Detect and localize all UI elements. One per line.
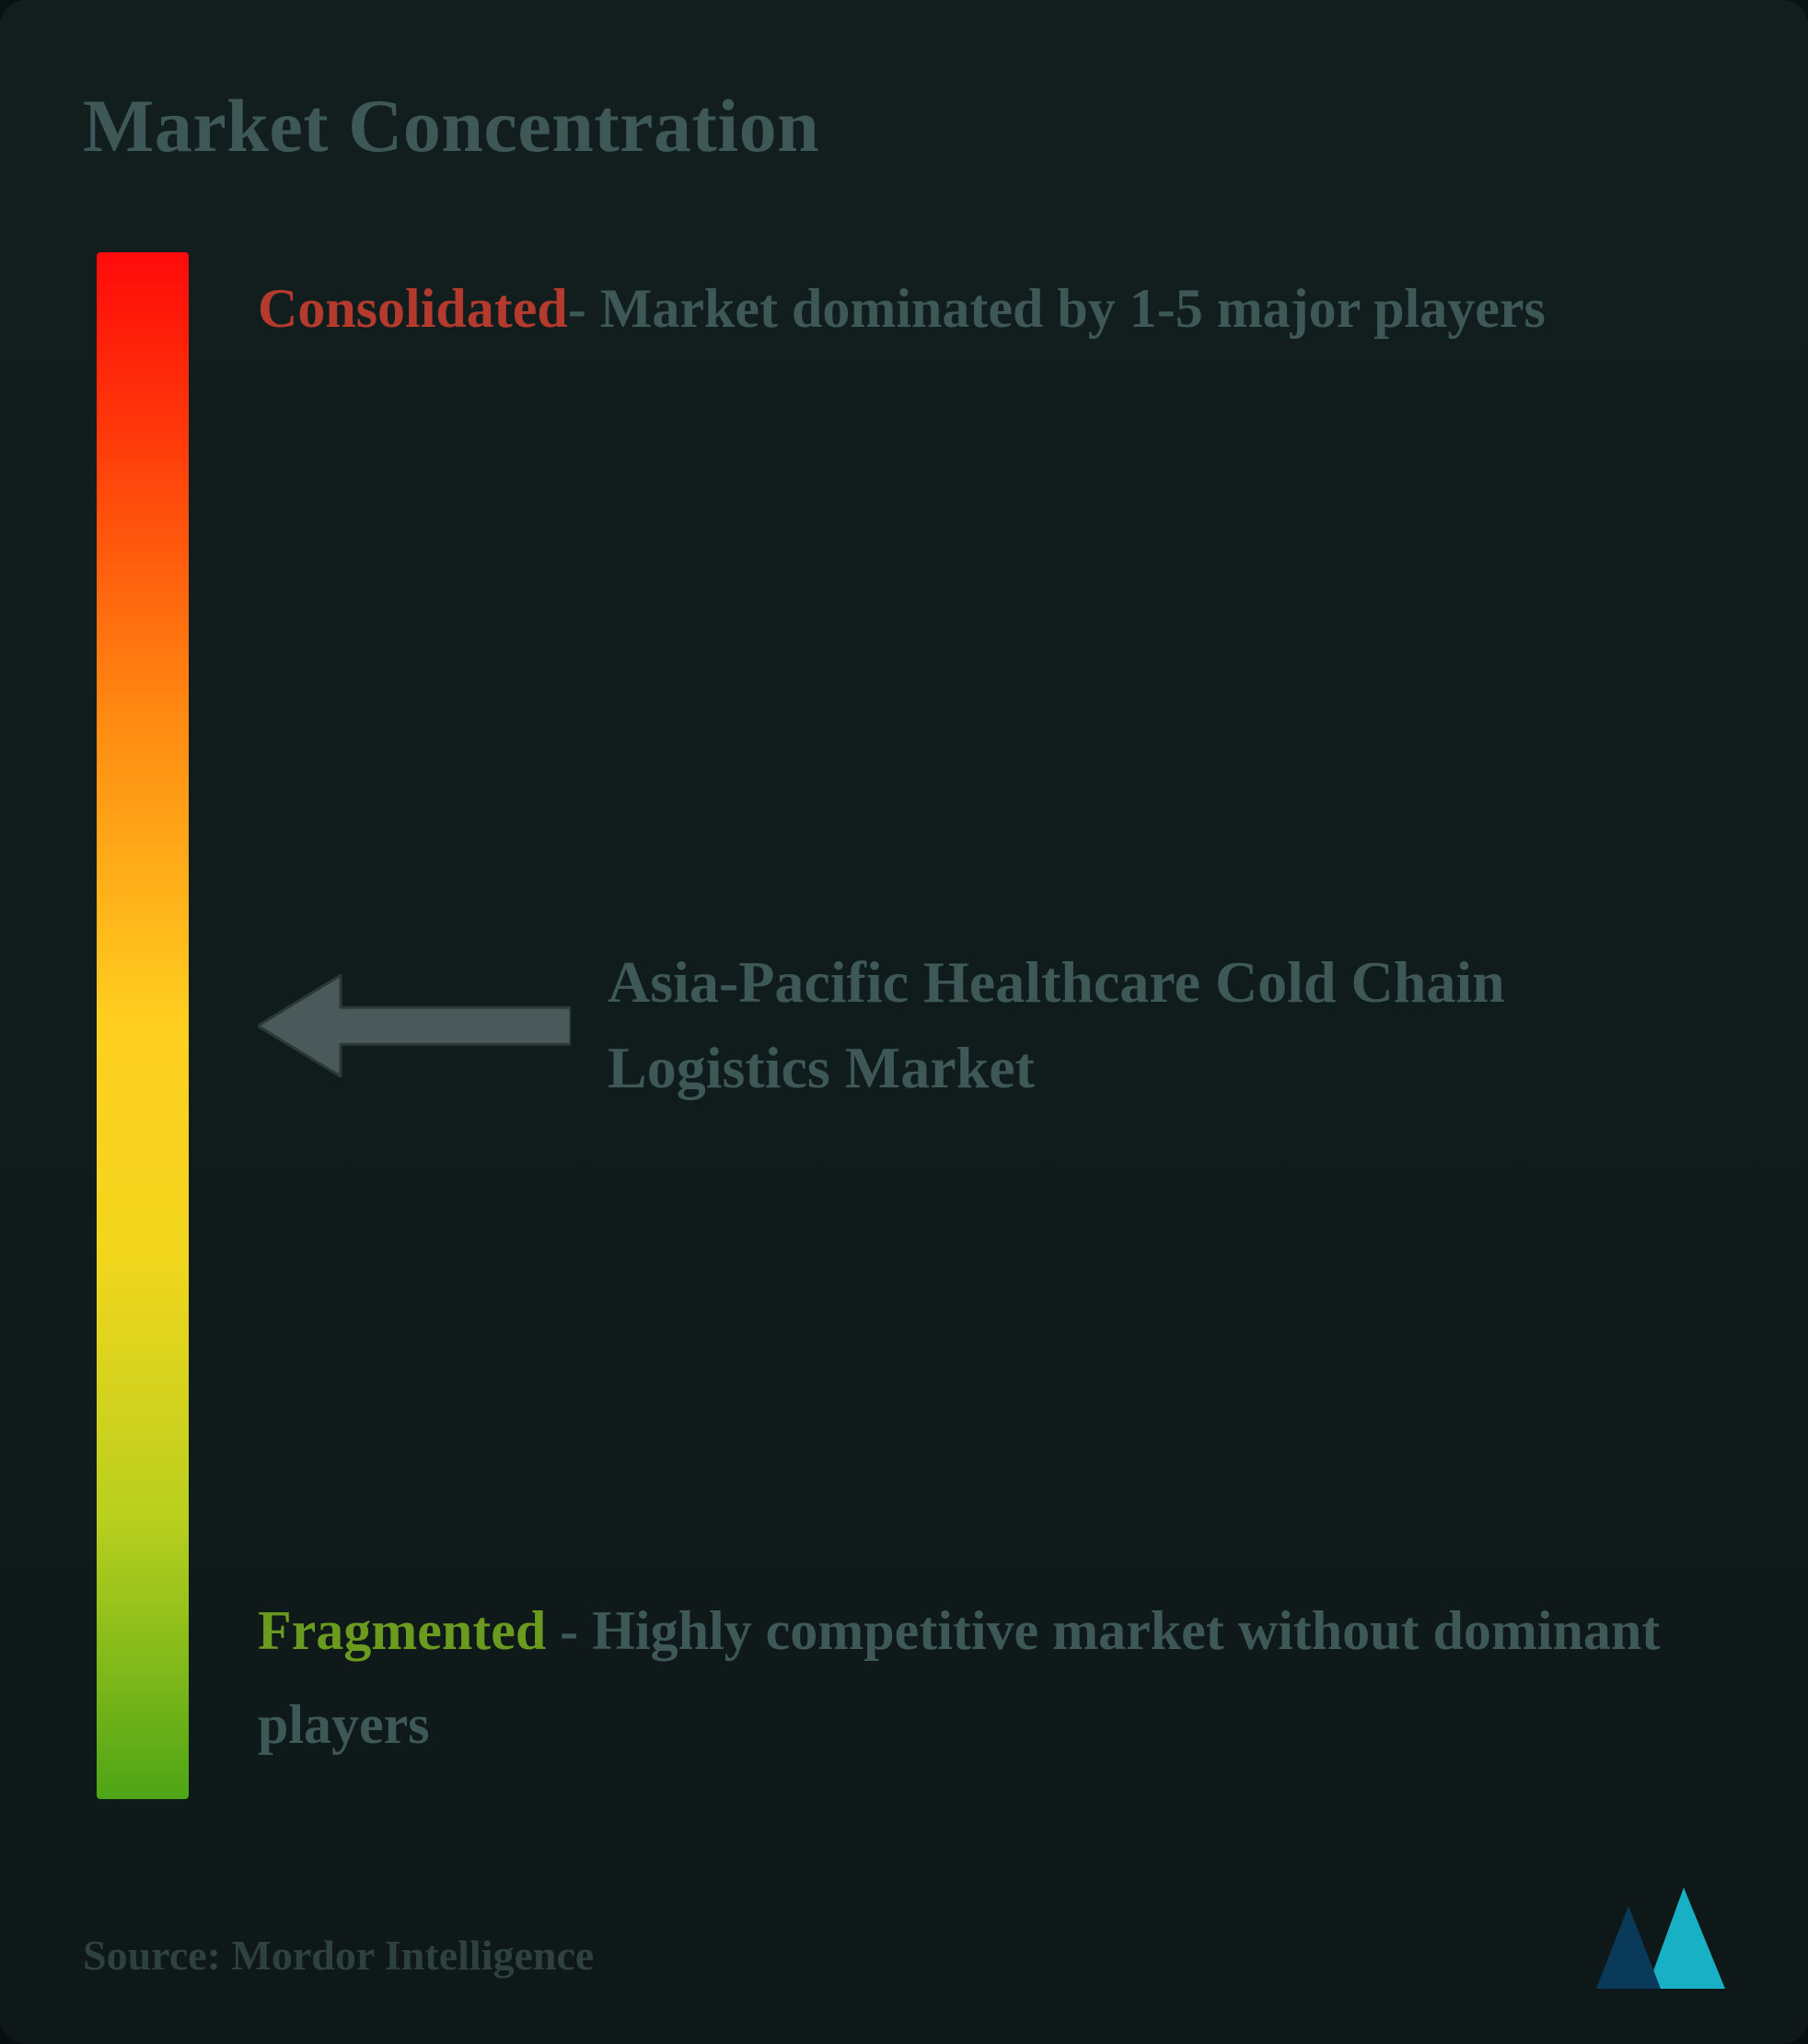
consolidated-label: Consolidated- Market dominated by 1-5 ma… xyxy=(258,261,1688,355)
content-row: Consolidated- Market dominated by 1-5 ma… xyxy=(83,252,1725,1799)
arrow-left-icon xyxy=(258,970,571,1081)
chart-title: Market Concentration xyxy=(83,83,1725,169)
market-name-label: Asia-Pacific Healthcare Cold Chain Logis… xyxy=(608,940,1688,1111)
labels-column: Consolidated- Market dominated by 1-5 ma… xyxy=(258,252,1725,1799)
market-pointer: Asia-Pacific Healthcare Cold Chain Logis… xyxy=(258,940,1688,1111)
source-label: Source: xyxy=(83,1932,221,1979)
source-footer: Source: Mordor Intelligence xyxy=(83,1931,594,1980)
gradient-bar-container xyxy=(83,252,203,1799)
infographic-card: Market Concentration Consolidated- Marke… xyxy=(0,0,1808,2044)
fragmented-label: Fragmented - Highly competitive market w… xyxy=(258,1584,1688,1771)
consolidated-description: - Market dominated by 1-5 major players xyxy=(568,278,1546,339)
source-value: Mordor Intelligence xyxy=(231,1932,594,1979)
concentration-gradient-bar xyxy=(97,252,189,1799)
fragmented-keyword: Fragmented xyxy=(258,1600,546,1661)
brand-logo-icon xyxy=(1596,1887,1725,1989)
consolidated-keyword: Consolidated xyxy=(258,278,568,339)
